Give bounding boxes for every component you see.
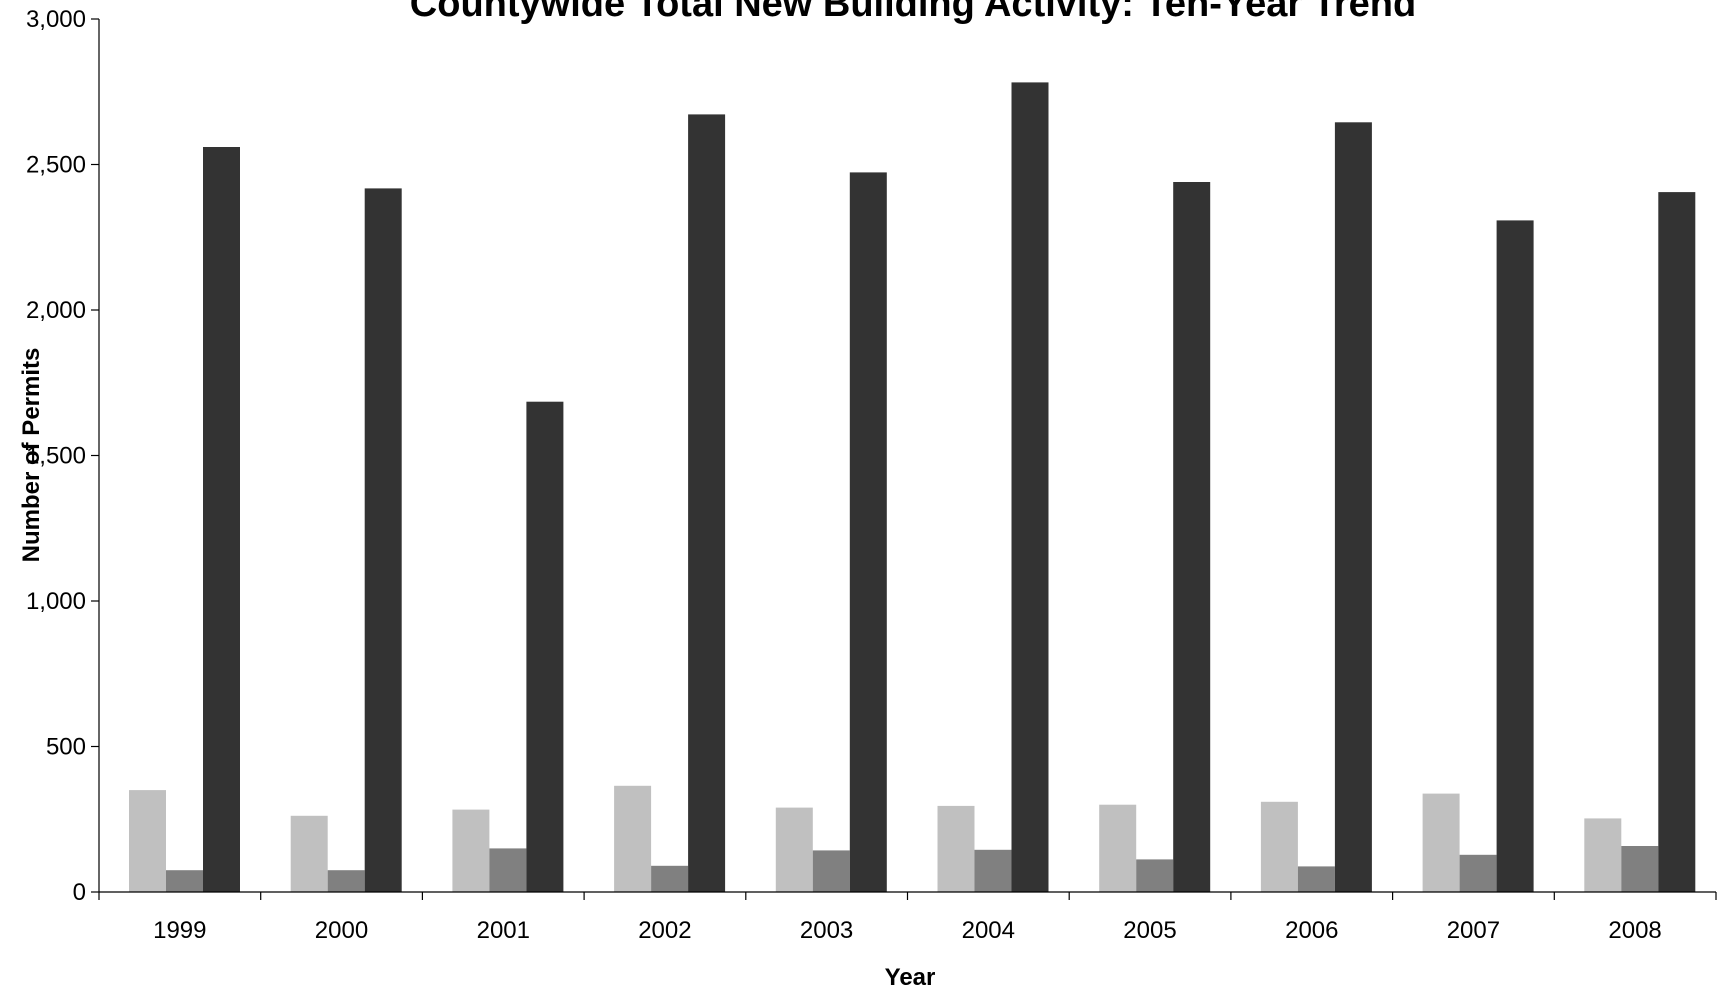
bar-2007-series-3 [1496, 220, 1534, 892]
chart-title: Countywide Total New Building Activity: … [410, 0, 1416, 25]
bar-2003-series-1 [775, 807, 813, 892]
bar-2001-series-1 [452, 809, 490, 892]
x-tick-label: 2001 [477, 917, 530, 944]
bar-2001-series-2 [489, 848, 527, 892]
x-tick-label: 2004 [962, 917, 1015, 944]
bar-2007-series-2 [1459, 854, 1497, 892]
bar-2002-series-1 [614, 785, 652, 892]
bar-2006-series-1 [1260, 801, 1298, 892]
bar-1999-series-3 [203, 147, 240, 892]
y-tick-label: 1,500 [26, 443, 86, 470]
bar-2003-series-2 [812, 850, 850, 892]
bar-2003-series-3 [849, 172, 887, 892]
bar-2000-series-2 [327, 870, 365, 892]
bar-2000-series-1 [290, 815, 328, 892]
bars-layer [129, 82, 1696, 893]
y-axis-title: Number of Permits [18, 348, 45, 563]
y-tick-label: 3,000 [26, 6, 86, 33]
bar-1999-series-1 [129, 790, 166, 892]
x-tick-label: 2008 [1608, 917, 1661, 944]
x-tick-label: 2000 [315, 917, 368, 944]
bar-2008-series-1 [1584, 818, 1622, 892]
y-tick-label: 2,500 [26, 152, 86, 179]
bar-2001-series-3 [526, 401, 564, 892]
x-tick-label: 2003 [800, 917, 853, 944]
bar-2006-series-3 [1334, 122, 1372, 893]
bar-2000-series-3 [364, 188, 402, 892]
bar-2002-series-2 [651, 865, 689, 892]
x-ticks: 1999 2000 2001 2002 2003 2004 2005 2006 2007 2008 [98, 892, 1717, 944]
y-tick-label: 1,000 [26, 588, 86, 615]
x-tick-label: 2006 [1285, 917, 1338, 944]
y-tick-label: 0 [73, 879, 86, 906]
x-axis-title: Year [885, 964, 936, 991]
y-tick-label: 500 [46, 734, 86, 761]
bar-2005-series-3 [1173, 182, 1211, 892]
x-tick-label: 2007 [1447, 917, 1500, 944]
bar-2004-series-2 [974, 849, 1012, 892]
bar-2005-series-2 [1136, 859, 1174, 892]
axes-layer [98, 19, 1716, 893]
x-tick-label: 1999 [153, 917, 206, 944]
bar-2004-series-1 [937, 805, 975, 892]
y-tick-label: 2,000 [26, 297, 86, 324]
x-tick-label: 2005 [1123, 917, 1176, 944]
x-tick-label: 2002 [638, 917, 691, 944]
bar-2005-series-1 [1099, 804, 1137, 892]
y-ticks: 0 500 1,000 1,500 2,000 2,500 3,000 [26, 6, 99, 906]
bar-2007-series-1 [1422, 793, 1460, 892]
bar-2008-series-2 [1621, 846, 1659, 892]
bar-1999-series-2 [166, 870, 203, 892]
bar-2008-series-3 [1658, 192, 1696, 893]
bar-2004-series-3 [1011, 82, 1049, 892]
bar-2006-series-2 [1297, 866, 1335, 892]
bar-2002-series-3 [688, 114, 726, 892]
